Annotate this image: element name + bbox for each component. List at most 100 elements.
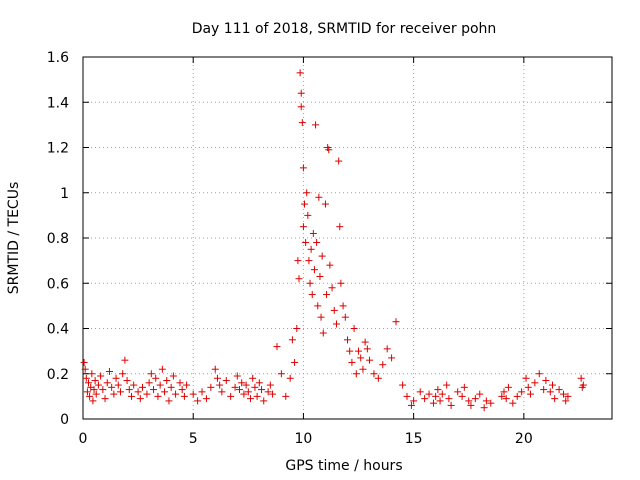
data-point xyxy=(108,383,116,391)
data-point xyxy=(218,388,226,396)
data-point xyxy=(127,392,135,400)
data-point xyxy=(548,381,556,389)
data-point xyxy=(432,392,440,400)
data-point xyxy=(438,390,446,398)
data-point xyxy=(247,395,255,403)
data-point xyxy=(94,381,102,389)
data-point xyxy=(294,257,302,265)
y-tick-label: 1.2 xyxy=(47,141,69,157)
data-point xyxy=(498,392,506,400)
y-tick-label: 1 xyxy=(60,186,69,202)
data-point xyxy=(266,381,274,389)
data-point xyxy=(244,388,252,396)
data-point xyxy=(216,381,224,389)
x-tick-label: 20 xyxy=(515,431,533,447)
data-point xyxy=(310,266,318,274)
data-point xyxy=(213,374,221,382)
data-point xyxy=(273,343,281,351)
data-point xyxy=(305,257,313,265)
data-point xyxy=(421,395,429,403)
x-tick-label: 10 xyxy=(295,431,313,447)
data-points xyxy=(80,69,587,412)
data-point xyxy=(83,388,91,396)
data-point xyxy=(277,370,285,378)
data-point xyxy=(298,119,306,127)
data-point xyxy=(359,365,367,373)
data-point xyxy=(560,390,568,398)
data-point xyxy=(114,381,122,389)
data-point xyxy=(178,386,186,394)
data-point xyxy=(194,397,202,405)
data-point xyxy=(238,379,246,387)
data-point xyxy=(332,320,340,328)
data-point xyxy=(502,395,510,403)
data-point xyxy=(429,399,437,407)
data-point xyxy=(465,397,473,405)
data-point xyxy=(579,381,587,389)
data-point xyxy=(357,354,365,362)
data-point xyxy=(269,390,277,398)
data-point xyxy=(233,372,241,380)
data-point xyxy=(551,395,559,403)
data-point xyxy=(363,345,371,353)
data-point xyxy=(154,392,162,400)
data-point xyxy=(328,284,336,292)
data-point xyxy=(152,374,160,382)
data-point xyxy=(150,386,158,394)
data-point xyxy=(302,239,310,247)
data-point xyxy=(145,379,153,387)
chart-title: Day 111 of 2018, SRMTID for receiver poh… xyxy=(192,21,497,37)
data-point xyxy=(240,390,248,398)
data-point xyxy=(139,383,147,391)
data-point xyxy=(222,377,230,385)
data-point xyxy=(314,302,322,310)
data-point xyxy=(176,379,184,387)
data-point xyxy=(227,392,235,400)
data-point xyxy=(370,370,378,378)
data-point xyxy=(251,383,259,391)
data-point xyxy=(255,379,263,387)
data-point xyxy=(105,367,113,375)
data-point xyxy=(388,354,396,362)
data-point xyxy=(458,392,466,400)
data-point xyxy=(198,388,206,396)
y-tick-label: 0.2 xyxy=(47,367,69,383)
data-point xyxy=(299,223,307,231)
data-point xyxy=(249,374,257,382)
data-point xyxy=(513,392,521,400)
data-point xyxy=(88,370,96,378)
data-point xyxy=(564,392,572,400)
data-point xyxy=(306,279,314,287)
data-point xyxy=(143,390,151,398)
data-point xyxy=(91,377,99,385)
data-point xyxy=(207,383,215,391)
data-point xyxy=(97,372,105,380)
axis-ticks: 0 5 10 15 20 0 0.2 0.4 0.6 0.8 1 1.2 1.4 1.6 xyxy=(47,50,612,447)
y-tick-label: 1.4 xyxy=(47,95,69,111)
data-point xyxy=(112,374,120,382)
data-point xyxy=(436,397,444,405)
data-point xyxy=(156,381,164,389)
data-point xyxy=(416,388,424,396)
data-point xyxy=(335,157,343,165)
data-point xyxy=(316,272,324,280)
data-point xyxy=(180,392,188,400)
data-point xyxy=(504,383,512,391)
data-point xyxy=(163,377,171,385)
data-point xyxy=(202,395,210,403)
data-point xyxy=(101,395,109,403)
data-point xyxy=(291,358,299,366)
data-point xyxy=(315,193,323,201)
data-point xyxy=(80,358,88,366)
grid xyxy=(83,57,612,419)
data-point xyxy=(317,313,325,321)
data-point xyxy=(555,386,563,394)
data-point xyxy=(344,336,351,344)
data-point xyxy=(301,200,309,208)
data-point xyxy=(158,365,166,373)
data-point xyxy=(350,325,358,332)
data-point xyxy=(471,395,479,403)
data-point xyxy=(336,223,344,231)
data-point xyxy=(326,261,334,269)
data-point xyxy=(454,388,462,396)
